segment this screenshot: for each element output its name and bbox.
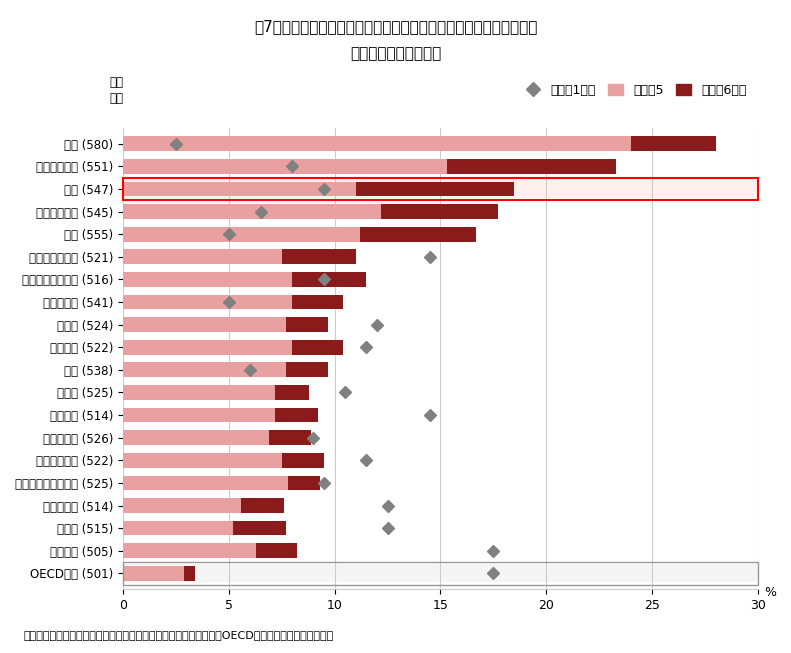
Bar [123, 564, 758, 582]
Bar [256, 543, 297, 558]
Bar [269, 430, 312, 445]
Bar [123, 227, 360, 242]
Bar [123, 340, 293, 355]
Bar [381, 204, 498, 219]
Bar [356, 182, 514, 197]
Bar [241, 498, 284, 513]
Bar [123, 182, 356, 197]
Bar [293, 295, 343, 310]
Bar [233, 520, 286, 535]
Bar [184, 566, 195, 581]
Bar [123, 136, 631, 151]
Bar [631, 136, 716, 151]
Bar [123, 543, 256, 558]
Text: 図7　習熟度レベル別（レベル１以下・レベル５以上）の生徒の割合: 図7 習熟度レベル別（レベル１以下・レベル５以上）の生徒の割合 [254, 20, 537, 35]
Bar [123, 159, 447, 174]
Bar [123, 204, 381, 219]
Bar [360, 227, 476, 242]
Bar [282, 453, 324, 468]
Bar [123, 407, 275, 422]
Bar [123, 272, 293, 287]
Bar [123, 498, 241, 513]
Bar [123, 520, 233, 535]
Bar [293, 340, 343, 355]
Bar [123, 430, 269, 445]
Text: %: % [764, 586, 776, 599]
Bar [286, 317, 328, 332]
Bar [275, 407, 318, 422]
Bar [293, 272, 366, 287]
Bar [123, 317, 286, 332]
Bar [123, 385, 275, 400]
Bar [286, 362, 328, 377]
Bar [123, 453, 282, 468]
Bar [123, 475, 288, 490]
Bar [447, 159, 616, 174]
Bar [282, 249, 356, 264]
Text: （注）　習熟度レベル５以上の生徒の割合が多い順に、上から国（OECD平均以上）を並べている。: （注） 習熟度レベル５以上の生徒の割合が多い順に、上から国（OECD平均以上）を… [24, 630, 334, 640]
Bar [288, 475, 320, 490]
Bar [123, 566, 184, 581]
Legend: レベル1以下, レベル5, レベル6以上: レベル1以下, レベル5, レベル6以上 [520, 79, 751, 102]
Bar [275, 385, 309, 400]
Text: （科学的リテラシー）: （科学的リテラシー） [350, 46, 441, 61]
Bar [123, 362, 286, 377]
Text: 平均
得点: 平均 得点 [110, 76, 123, 105]
Bar [123, 249, 282, 264]
Bar [123, 295, 293, 310]
Bar [123, 180, 758, 198]
